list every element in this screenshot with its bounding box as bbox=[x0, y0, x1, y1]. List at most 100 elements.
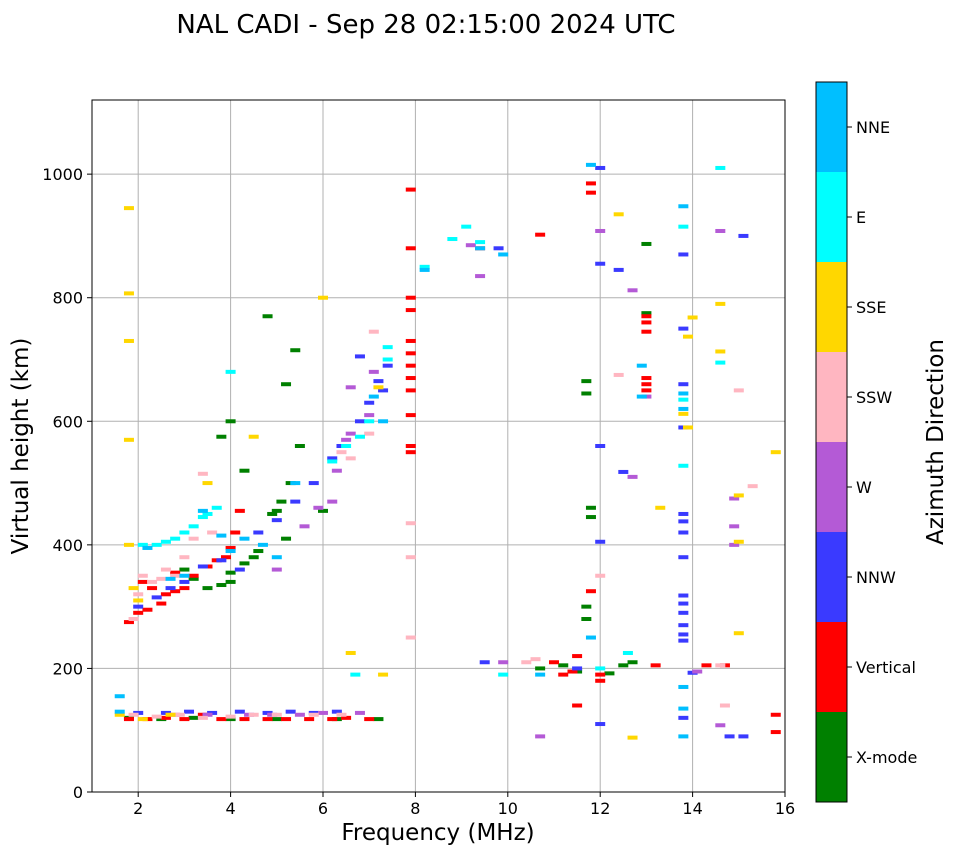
data-point bbox=[327, 456, 338, 461]
data-point bbox=[239, 717, 250, 722]
data-point bbox=[197, 564, 208, 569]
data-point bbox=[498, 660, 509, 665]
data-point bbox=[281, 717, 292, 722]
data-point bbox=[682, 425, 693, 430]
data-point bbox=[405, 363, 416, 368]
data-point bbox=[345, 431, 356, 436]
data-point bbox=[641, 241, 652, 246]
data-point bbox=[142, 607, 153, 612]
data-point bbox=[170, 589, 181, 594]
data-point bbox=[678, 463, 689, 468]
data-point bbox=[331, 709, 342, 714]
data-point bbox=[770, 450, 781, 455]
data-point bbox=[692, 669, 703, 674]
series-e bbox=[137, 165, 726, 677]
data-point bbox=[572, 703, 583, 708]
data-point bbox=[595, 666, 606, 671]
data-point bbox=[729, 496, 740, 501]
data-point bbox=[378, 388, 389, 393]
data-point bbox=[715, 349, 726, 354]
data-point bbox=[156, 601, 167, 606]
data-point bbox=[678, 734, 689, 739]
data-point bbox=[618, 469, 629, 474]
colorbar-label-x-mode: X-mode bbox=[856, 748, 917, 767]
data-point bbox=[341, 444, 352, 448]
data-point bbox=[225, 549, 236, 554]
data-point bbox=[641, 314, 652, 319]
data-point bbox=[188, 576, 199, 581]
data-point bbox=[581, 391, 592, 396]
data-point bbox=[581, 617, 592, 621]
plot-frame bbox=[91, 99, 786, 793]
y-tick-label: 200 bbox=[52, 659, 83, 678]
data-point bbox=[405, 246, 416, 251]
data-point bbox=[151, 714, 162, 719]
data-point bbox=[585, 589, 596, 594]
x-tick-label: 6 bbox=[318, 799, 328, 818]
data-point bbox=[419, 267, 430, 272]
data-point bbox=[123, 437, 134, 442]
colorbar-segment bbox=[816, 622, 847, 712]
data-point bbox=[738, 233, 749, 238]
data-point bbox=[184, 709, 195, 714]
data-point bbox=[405, 338, 416, 343]
data-point bbox=[160, 715, 171, 720]
data-point bbox=[498, 252, 509, 257]
data-point bbox=[188, 524, 199, 529]
data-point bbox=[220, 555, 231, 560]
data-point bbox=[156, 576, 167, 581]
data-point bbox=[678, 706, 689, 711]
data-point bbox=[770, 730, 781, 735]
data-point bbox=[585, 181, 596, 186]
data-point bbox=[137, 717, 148, 722]
data-point bbox=[595, 444, 606, 448]
data-point bbox=[604, 671, 615, 676]
data-point bbox=[613, 372, 624, 377]
data-point bbox=[216, 583, 227, 588]
data-point bbox=[613, 267, 624, 272]
data-point bbox=[678, 684, 689, 689]
data-point bbox=[179, 555, 190, 560]
data-point bbox=[331, 468, 342, 473]
data-point bbox=[202, 511, 213, 516]
data-point bbox=[595, 228, 606, 233]
data-point bbox=[405, 388, 416, 393]
data-point bbox=[216, 434, 227, 439]
data-point bbox=[345, 650, 356, 655]
data-point bbox=[581, 379, 592, 384]
data-point bbox=[622, 650, 633, 655]
data-point bbox=[202, 586, 213, 591]
data-point bbox=[715, 360, 726, 365]
data-point bbox=[290, 348, 301, 353]
data-point bbox=[719, 703, 730, 708]
data-point bbox=[733, 539, 744, 544]
data-point bbox=[493, 246, 504, 251]
data-point bbox=[678, 610, 689, 615]
y-tick-label: 600 bbox=[52, 412, 83, 431]
data-point bbox=[475, 240, 486, 245]
data-point bbox=[572, 654, 583, 659]
data-point bbox=[225, 545, 236, 550]
data-point bbox=[678, 204, 689, 209]
data-point bbox=[133, 592, 144, 597]
colorbar-label-nne: NNE bbox=[856, 118, 890, 137]
data-point bbox=[299, 524, 310, 529]
data-point bbox=[405, 295, 416, 300]
series-sse bbox=[114, 206, 781, 740]
data-point bbox=[114, 709, 125, 714]
data-point bbox=[724, 734, 735, 739]
data-point bbox=[733, 388, 744, 393]
data-point bbox=[160, 567, 171, 572]
data-point bbox=[535, 734, 546, 739]
data-point bbox=[687, 315, 698, 320]
data-point bbox=[197, 508, 208, 513]
data-point bbox=[641, 320, 652, 325]
data-point bbox=[225, 570, 236, 575]
data-point bbox=[641, 382, 652, 387]
colorbar: X-mode Vertical NNW W SSW SSE E NNE bbox=[815, 81, 917, 803]
data-point bbox=[678, 593, 689, 598]
data-point bbox=[271, 555, 282, 560]
data-point bbox=[747, 484, 758, 489]
data-point bbox=[558, 672, 569, 677]
